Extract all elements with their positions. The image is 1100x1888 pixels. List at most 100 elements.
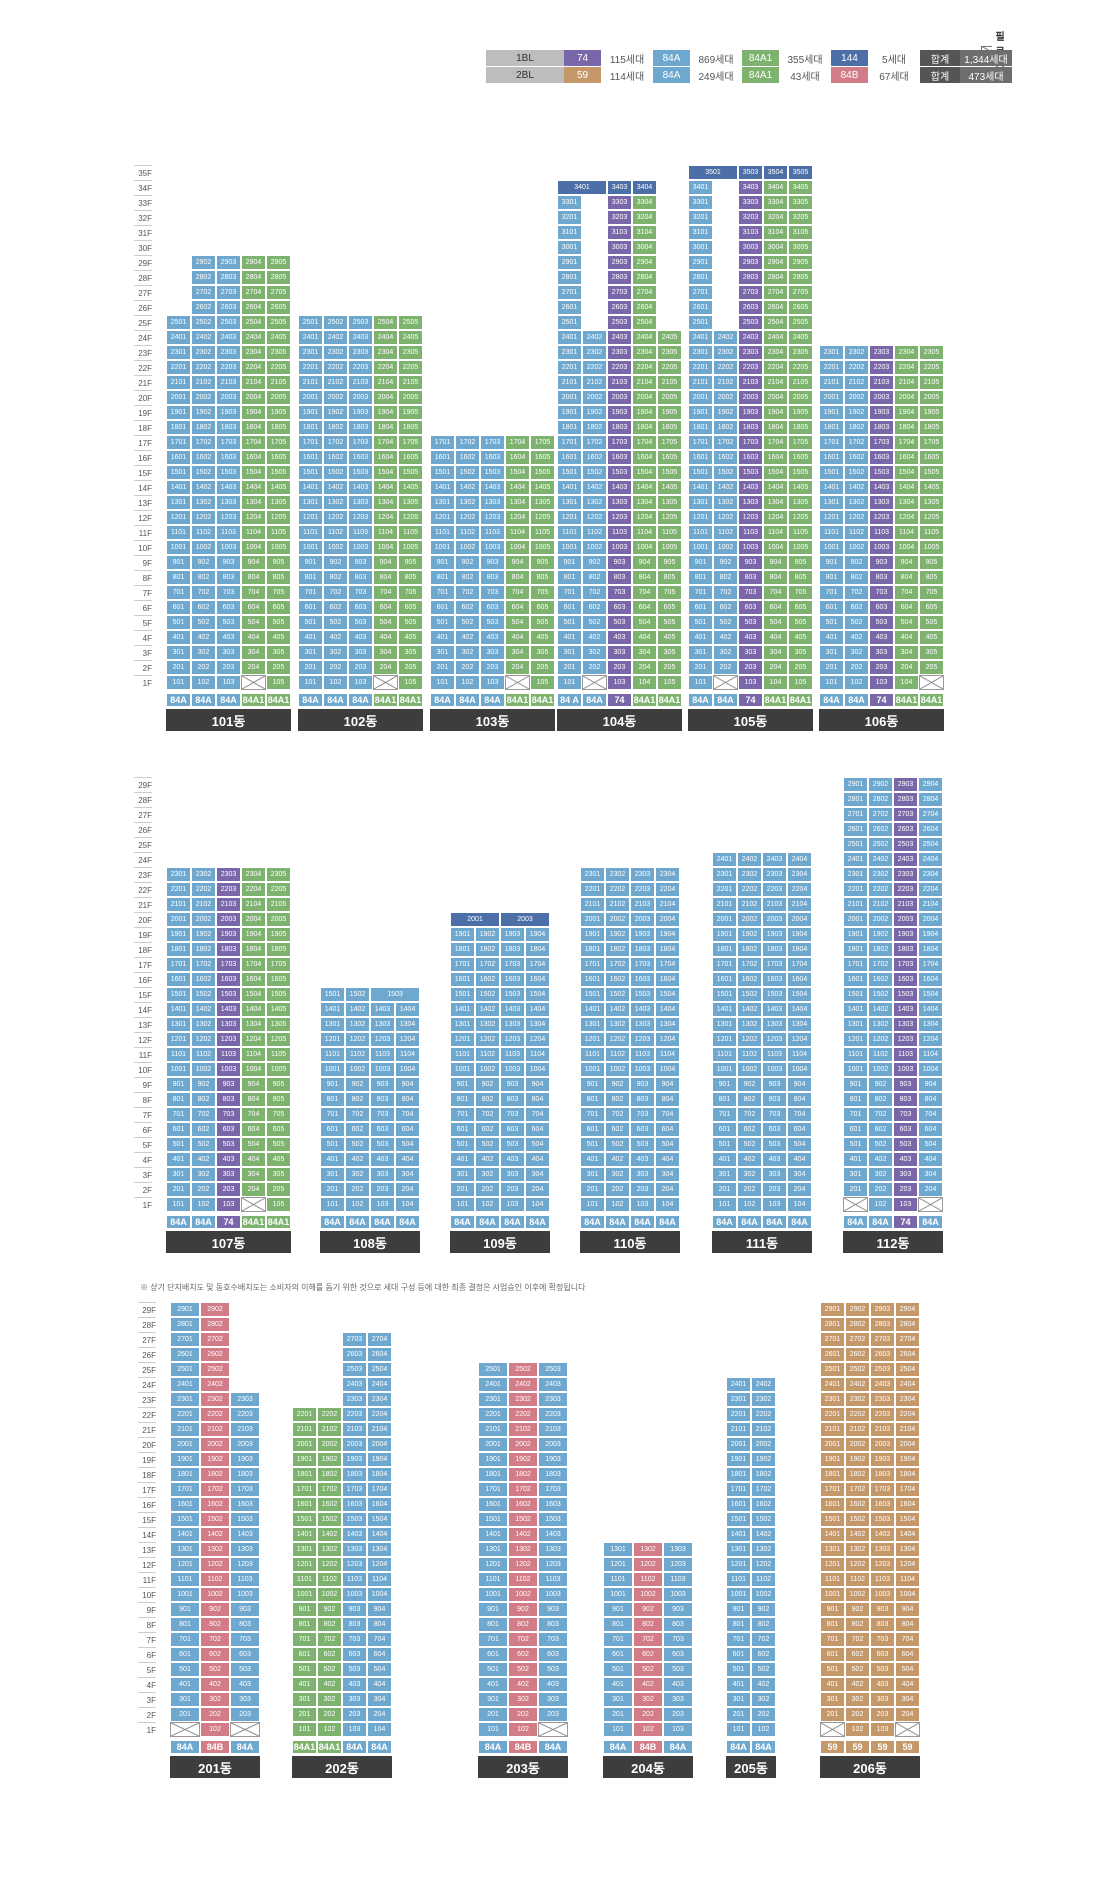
unit-cell[interactable]: 1402 (200, 1527, 230, 1542)
unit-cell[interactable]: 601 (819, 600, 844, 615)
unit-cell[interactable]: 1104 (505, 525, 530, 540)
unit-cell[interactable]: 902 (200, 1602, 230, 1617)
unit-cell[interactable]: 1402 (345, 1002, 370, 1017)
unit-cell[interactable]: 2203 (216, 360, 241, 375)
unit-cell[interactable]: 2103 (738, 375, 763, 390)
unit-cell[interactable]: 1502 (317, 1512, 342, 1527)
unit-cell[interactable]: 2302 (751, 1392, 776, 1407)
unit-cell[interactable]: 904 (918, 1077, 943, 1092)
unit-cell[interactable]: 304 (395, 1167, 420, 1182)
unit-cell[interactable]: 1501 (726, 1512, 751, 1527)
unit-cell[interactable]: 1002 (713, 540, 738, 555)
unit-cell[interactable]: 901 (298, 555, 323, 570)
unit-cell[interactable]: 1704 (241, 957, 266, 972)
unit-cell[interactable]: 1604 (918, 972, 943, 987)
unit-cell[interactable]: 2601 (170, 1347, 200, 1362)
unit-cell[interactable]: 1701 (712, 957, 737, 972)
unit-cell[interactable]: 1501 (292, 1512, 317, 1527)
unit-cell[interactable]: 2604 (632, 300, 657, 315)
unit-cell[interactable]: 2002 (200, 1437, 230, 1452)
unit-cell[interactable]: 201 (430, 660, 455, 675)
unit-cell[interactable]: 103 (370, 1197, 395, 1212)
unit-cell[interactable]: 605 (266, 600, 291, 615)
unit-cell[interactable]: 1202 (633, 1557, 663, 1572)
unit-cell[interactable]: 2003 (216, 390, 241, 405)
unit-cell[interactable]: 2502 (508, 1362, 538, 1377)
unit-cell[interactable]: 201 (557, 660, 582, 675)
unit-cell[interactable]: 1504 (763, 465, 788, 480)
unit-cell[interactable]: 2205 (788, 360, 813, 375)
unit-cell[interactable]: 1601 (450, 972, 475, 987)
unit-cell[interactable]: 2505 (398, 315, 423, 330)
unit-cell[interactable]: 902 (633, 1602, 663, 1617)
unit-cell[interactable]: 1503 (370, 987, 420, 1002)
unit-cell[interactable]: 3203 (607, 210, 632, 225)
unit-cell[interactable]: 1602 (737, 972, 762, 987)
unit-cell[interactable]: 2004 (895, 1437, 920, 1452)
unit-cell[interactable]: 303 (738, 645, 763, 660)
unit-cell[interactable]: 803 (348, 570, 373, 585)
unit-cell[interactable]: 2104 (373, 375, 398, 390)
unit-cell[interactable]: 101 (712, 1197, 737, 1212)
unit-cell[interactable]: 2104 (895, 1422, 920, 1437)
unit-cell[interactable]: 903 (230, 1602, 260, 1617)
unit-cell[interactable]: 2501 (166, 315, 191, 330)
unit-cell[interactable]: 1801 (843, 942, 868, 957)
unit-cell[interactable]: 901 (450, 1077, 475, 1092)
unit-cell[interactable]: 1601 (478, 1497, 508, 1512)
unit-cell[interactable]: 404 (241, 630, 266, 645)
unit-cell[interactable]: 2303 (216, 867, 241, 882)
unit-cell[interactable]: 502 (508, 1662, 538, 1677)
unit-cell[interactable]: 1103 (607, 525, 632, 540)
unit-cell[interactable]: 1102 (582, 525, 607, 540)
unit-cell[interactable]: 2203 (607, 360, 632, 375)
unit-cell[interactable]: 2302 (200, 1392, 230, 1407)
unit-cell[interactable]: 1403 (348, 480, 373, 495)
unit-cell[interactable]: 3105 (788, 225, 813, 240)
unit-cell[interactable]: 402 (868, 1152, 893, 1167)
unit-cell[interactable]: 1203 (607, 510, 632, 525)
unit-cell[interactable]: 1404 (395, 1002, 420, 1017)
unit-cell[interactable]: 3004 (632, 240, 657, 255)
unit-cell[interactable]: 505 (266, 615, 291, 630)
unit-cell[interactable]: 2703 (216, 285, 241, 300)
unit-cell[interactable]: 102 (868, 1197, 893, 1212)
unit-cell[interactable]: 3403 (607, 180, 632, 195)
unit-cell[interactable]: 502 (868, 1137, 893, 1152)
unit-cell[interactable]: 703 (870, 1632, 895, 1647)
unit-cell[interactable]: 1403 (538, 1527, 568, 1542)
unit-cell[interactable]: 2303 (738, 345, 763, 360)
unit-cell[interactable]: 1402 (868, 1002, 893, 1017)
unit-cell[interactable]: 405 (266, 630, 291, 645)
unit-cell[interactable]: 1204 (655, 1032, 680, 1047)
unit-cell[interactable]: 405 (788, 630, 813, 645)
unit-cell[interactable]: 1204 (787, 1032, 812, 1047)
unit-cell[interactable]: 1102 (475, 1047, 500, 1062)
unit-cell[interactable]: 604 (787, 1122, 812, 1137)
unit-cell[interactable]: 602 (751, 1647, 776, 1662)
unit-cell[interactable]: 1203 (348, 510, 373, 525)
unit-cell[interactable]: 803 (663, 1617, 693, 1632)
unit-cell[interactable]: 901 (726, 1602, 751, 1617)
unit-cell[interactable]: 2001 (298, 390, 323, 405)
unit-cell[interactable]: 903 (893, 1077, 918, 1092)
unit-cell[interactable]: 2202 (845, 1407, 870, 1422)
unit-cell[interactable]: 2002 (317, 1437, 342, 1452)
unit-cell[interactable]: 2201 (820, 1407, 845, 1422)
unit-cell[interactable]: 301 (170, 1692, 200, 1707)
unit-cell[interactable]: 405 (657, 630, 682, 645)
unit-cell[interactable]: 301 (430, 645, 455, 660)
unit-cell[interactable]: 202 (323, 660, 348, 675)
unit-cell[interactable]: 101 (166, 675, 191, 690)
unit-cell[interactable]: 1605 (398, 450, 423, 465)
unit-cell[interactable]: 904 (395, 1077, 420, 1092)
unit-cell[interactable]: 902 (455, 555, 480, 570)
unit-cell[interactable]: 501 (478, 1662, 508, 1677)
unit-cell[interactable]: 2505 (266, 315, 291, 330)
unit-cell[interactable]: 801 (726, 1617, 751, 1632)
unit-cell[interactable]: 1304 (367, 1542, 392, 1557)
unit-cell[interactable]: 2005 (788, 390, 813, 405)
unit-cell[interactable]: 1002 (605, 1062, 630, 1077)
unit-cell[interactable]: 202 (191, 660, 216, 675)
unit-cell[interactable]: 102 (200, 1722, 230, 1737)
